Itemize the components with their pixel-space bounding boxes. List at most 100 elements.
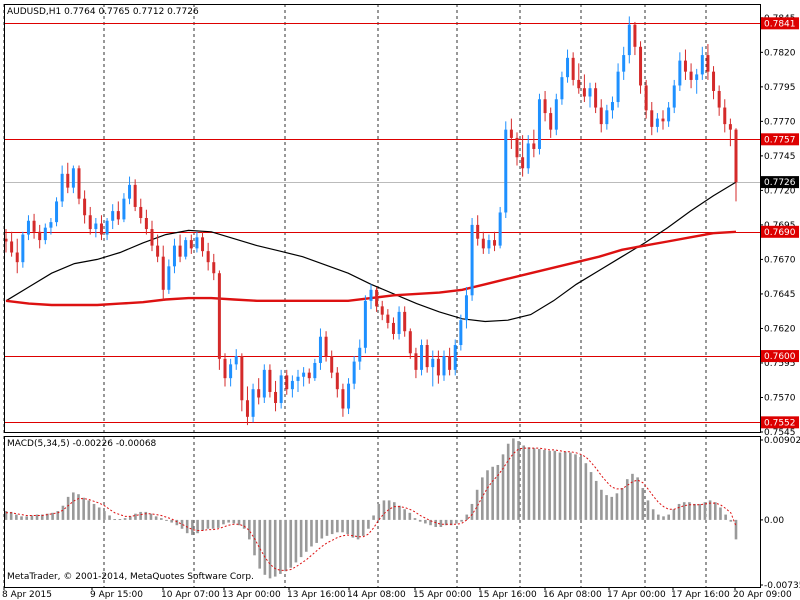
price-level-tag-label: 0.7552 xyxy=(764,418,796,428)
macd-pane-border xyxy=(4,436,761,588)
macd-bar xyxy=(486,470,489,520)
candle-body xyxy=(695,74,699,80)
candle-body xyxy=(330,356,334,373)
candle-body xyxy=(431,358,435,368)
macd-bar xyxy=(615,493,619,520)
macd-bar xyxy=(589,472,593,520)
macd-bar xyxy=(610,496,614,520)
macd-bar xyxy=(56,511,60,520)
macd-bar xyxy=(170,519,173,523)
candle-body xyxy=(689,71,693,80)
macd-bar xyxy=(600,489,603,520)
candle-body xyxy=(375,289,379,307)
x-tick-label: 15 Apr 16:00 xyxy=(478,590,537,600)
candle-body xyxy=(622,55,626,72)
macd-bar xyxy=(517,441,520,520)
macd-bar xyxy=(320,519,324,539)
candle-body xyxy=(420,345,424,370)
candle-body xyxy=(380,306,384,315)
candle-body xyxy=(610,102,614,111)
candle-body xyxy=(324,336,328,357)
macd-title: MACD(5,34,5) -0.00226 -0.00068 xyxy=(7,439,157,449)
macd-bar xyxy=(336,519,339,533)
macd-bar xyxy=(330,519,334,535)
x-tick-label: 13 Apr 16:00 xyxy=(287,590,346,600)
candle-body xyxy=(313,362,317,379)
macd-bar xyxy=(87,500,91,520)
macd-bar xyxy=(315,519,318,543)
macd-bar xyxy=(672,509,676,520)
candle-body xyxy=(71,168,75,188)
candle-body xyxy=(459,320,463,346)
candle-body xyxy=(594,88,598,108)
macd-bar xyxy=(734,519,738,540)
macd-bar xyxy=(201,519,205,531)
candlestick-series xyxy=(4,16,738,426)
macd-bar xyxy=(15,514,18,520)
candle-body xyxy=(279,375,283,404)
macd-bar xyxy=(40,514,44,520)
candle-body xyxy=(414,353,418,370)
macd-bar xyxy=(501,454,505,520)
candle-body xyxy=(60,173,64,202)
macd-bar xyxy=(574,454,577,520)
candle-body xyxy=(549,113,553,130)
candle-body xyxy=(257,389,261,398)
macd-bar xyxy=(9,511,13,520)
macd-bar xyxy=(543,449,546,520)
candle-body xyxy=(723,107,727,125)
macd-bar xyxy=(398,505,401,520)
macd-bar xyxy=(708,500,712,520)
macd-bar xyxy=(160,518,163,520)
candle-body xyxy=(341,389,345,409)
candle-body xyxy=(99,223,103,235)
macd-bar xyxy=(594,480,598,520)
macd-bar xyxy=(444,519,448,526)
candle-body xyxy=(644,85,648,111)
macd-y-tick-label: 0.00 xyxy=(764,516,784,526)
macd-bar xyxy=(108,515,111,520)
x-tick-label: 14 Apr 08:00 xyxy=(347,590,406,600)
macd-bar xyxy=(273,519,277,577)
candle-body xyxy=(369,289,373,301)
candle-body xyxy=(268,369,272,392)
candle-body xyxy=(554,99,558,130)
macd-bar xyxy=(579,457,582,520)
macd-bar xyxy=(491,466,494,520)
current-price-tag xyxy=(761,176,799,189)
macd-histogram xyxy=(4,438,738,579)
candle-body xyxy=(521,157,525,169)
candle-body xyxy=(509,129,513,138)
candle-body xyxy=(425,345,429,368)
macd-bar xyxy=(227,519,230,523)
macd-bar xyxy=(206,519,210,529)
macd-bar xyxy=(465,514,469,520)
candle-body xyxy=(150,229,154,246)
candle-body xyxy=(655,118,659,127)
x-tick-label: 17 Apr 16:00 xyxy=(671,590,730,600)
candle-body xyxy=(504,129,508,213)
macd-bar xyxy=(408,512,412,520)
macd-bar xyxy=(496,464,500,520)
macd-bar xyxy=(657,514,660,520)
price-level-tag-label: 0.7600 xyxy=(764,352,796,362)
price-level-tag xyxy=(761,133,799,146)
macd-bar xyxy=(662,516,665,520)
y-tick-label: 0.7620 xyxy=(764,324,796,334)
candle-body xyxy=(616,71,620,103)
candle-body xyxy=(32,220,36,232)
x-tick-label: 16 Apr 08:00 xyxy=(543,590,602,600)
macd-bar xyxy=(216,519,220,528)
price-level-tag xyxy=(761,225,799,238)
macd-bar xyxy=(263,519,267,575)
candle-body xyxy=(274,391,278,404)
candle-body xyxy=(206,251,210,263)
macd-bar xyxy=(605,495,608,520)
candle-body xyxy=(386,314,390,323)
macd-bar xyxy=(4,511,8,520)
candle-body xyxy=(43,227,47,241)
macd-bar xyxy=(165,519,168,521)
y-tick-label: 0.7745 xyxy=(764,152,796,162)
